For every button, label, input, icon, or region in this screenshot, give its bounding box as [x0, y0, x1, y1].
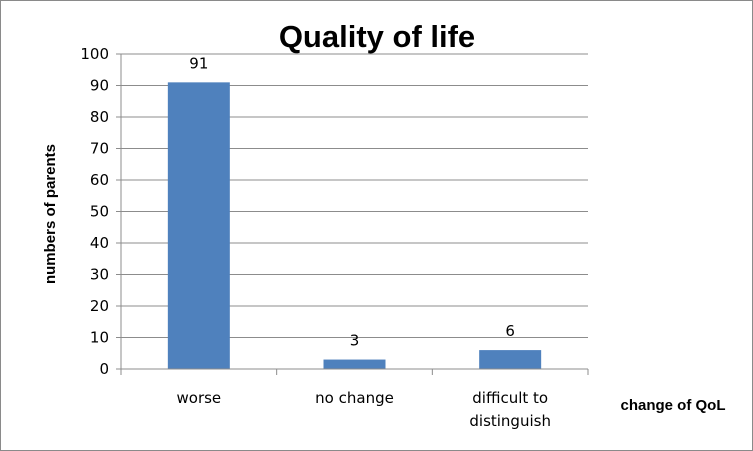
y-tick-label: 80	[90, 108, 109, 126]
chart-title: Quality of life	[279, 19, 475, 54]
y-tick-label: 70	[90, 140, 109, 158]
y-tick-label: 60	[90, 171, 109, 189]
y-tick-label: 100	[80, 45, 109, 63]
y-axis-title: numbers of parents	[42, 144, 59, 284]
category-label-line: distinguish	[469, 412, 551, 430]
category-label-line: worse	[177, 389, 222, 407]
y-tick-label: 90	[90, 77, 109, 95]
labels: 0 10 20 30 40 50 60 70 80 90 100 91 worse 3 no change 6…	[80, 45, 551, 430]
axes	[116, 53, 589, 375]
bar	[167, 82, 230, 369]
y-tick-label: 50	[90, 203, 109, 221]
y-tick-label: 10	[90, 329, 109, 347]
category-label-line: difficult to	[472, 389, 548, 407]
y-tick-label: 40	[90, 234, 109, 252]
data-label: 6	[505, 322, 515, 340]
bar	[323, 359, 386, 369]
bars	[167, 82, 542, 369]
category-label-line: no change	[315, 389, 394, 407]
y-tick-label: 30	[90, 266, 109, 284]
category-label: worse	[177, 389, 222, 407]
x-axis-title: change of QoL	[621, 397, 726, 414]
bar	[479, 350, 542, 369]
data-label: 91	[189, 54, 208, 72]
category-label: difficult to distinguish	[469, 389, 551, 430]
category-label: no change	[315, 389, 394, 407]
y-tick-label: 0	[99, 360, 109, 378]
y-tick-label: 20	[90, 297, 109, 315]
data-label: 3	[350, 332, 360, 350]
